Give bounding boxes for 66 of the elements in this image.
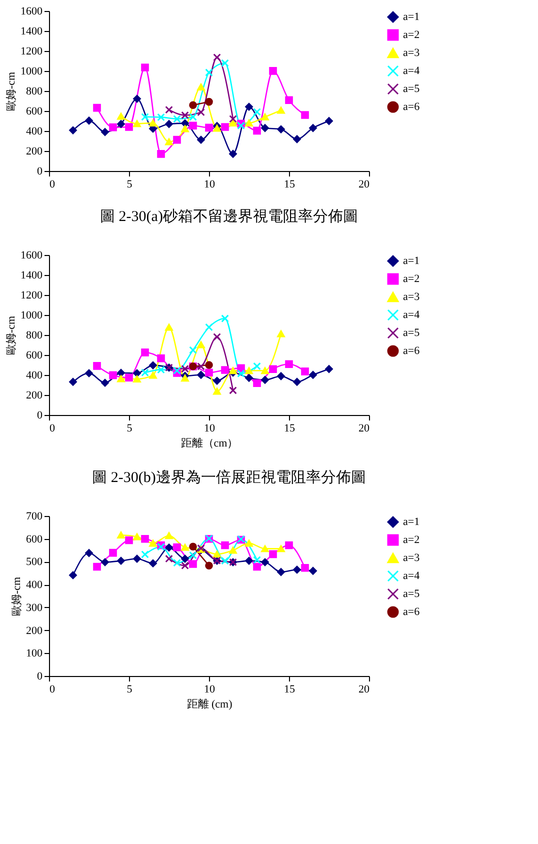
y-tick-label: 0 xyxy=(37,670,43,682)
legend-label: a=4 xyxy=(403,309,420,321)
legend-label: a=2 xyxy=(403,29,420,41)
legend-label: a=5 xyxy=(403,327,420,339)
y-tick-label: 1600 xyxy=(20,250,43,262)
y-tick-label: 600 xyxy=(26,106,43,118)
y-tick-label: 1000 xyxy=(20,310,43,322)
y-tick-label: 1200 xyxy=(20,290,43,302)
y-tick-label: 400 xyxy=(26,370,43,382)
legend-label: a=4 xyxy=(403,570,420,582)
y-tick-label: 800 xyxy=(26,330,43,342)
x-tick-label: 20 xyxy=(358,684,370,696)
x-tick-label: 20 xyxy=(358,178,370,190)
x-tick-label: 15 xyxy=(284,178,296,190)
x-tick-label: 20 xyxy=(358,422,370,434)
x-axis-title: 距離（cm） xyxy=(180,438,238,450)
y-tick-label: 700 xyxy=(26,510,43,522)
legend-label: a=3 xyxy=(403,291,420,303)
x-tick-label: 0 xyxy=(50,178,56,190)
legend-label: a=1 xyxy=(403,255,420,267)
x-axis-title: 距離 (cm) xyxy=(186,698,233,710)
y-tick-label: 300 xyxy=(26,602,43,614)
legend-label: a=5 xyxy=(403,83,420,95)
y-tick-label: 1200 xyxy=(20,46,43,58)
y-axis-title: 歐姆-cm xyxy=(6,72,18,112)
y-tick-label: 1600 xyxy=(20,6,43,18)
y-tick-label: 0 xyxy=(37,166,43,178)
x-tick-label: 10 xyxy=(204,422,216,434)
legend-label: a=2 xyxy=(403,273,420,285)
x-tick-label: 5 xyxy=(126,178,133,190)
x-tick-label: 15 xyxy=(284,684,296,696)
y-tick-label: 0 xyxy=(37,410,43,422)
y-tick-label: 600 xyxy=(26,350,43,362)
y-tick-label: 400 xyxy=(26,579,43,592)
y-tick-label: 1400 xyxy=(20,270,43,282)
y-tick-label: 400 xyxy=(26,126,43,138)
x-tick-label: 5 xyxy=(126,422,133,434)
legend-label: a=6 xyxy=(403,606,420,618)
y-tick-label: 500 xyxy=(26,556,43,568)
x-tick-label: 10 xyxy=(204,684,216,696)
x-tick-label: 0 xyxy=(50,422,56,434)
x-tick-label: 10 xyxy=(204,178,216,190)
y-axis-title: 歐姆-cm xyxy=(6,316,18,356)
legend-label: a=6 xyxy=(403,345,420,357)
x-tick-label: 15 xyxy=(284,422,296,434)
caption: 圖 2-30(b)邊界為一倍展距視電阻率分佈圖 xyxy=(92,469,366,486)
y-tick-label: 600 xyxy=(26,533,43,546)
y-tick-label: 1400 xyxy=(20,26,43,38)
legend-label: a=1 xyxy=(403,516,420,528)
caption: 圖 2-30(a)砂箱不留邊界視電阻率分佈圖 xyxy=(100,208,358,225)
y-tick-label: 100 xyxy=(26,648,43,660)
legend-label: a=2 xyxy=(403,534,420,546)
x-tick-label: 5 xyxy=(126,684,133,696)
y-tick-label: 1000 xyxy=(20,66,43,78)
y-tick-label: 200 xyxy=(26,390,43,402)
y-tick-label: 200 xyxy=(26,624,43,637)
y-axis-title: 歐姆-cm xyxy=(11,576,23,616)
x-tick-label: 0 xyxy=(50,684,56,696)
legend-label: a=6 xyxy=(403,101,420,113)
legend-label: a=5 xyxy=(403,588,420,600)
legend-label: a=3 xyxy=(403,47,420,59)
y-tick-label: 200 xyxy=(26,146,43,158)
legend-label: a=4 xyxy=(403,65,420,77)
y-tick-label: 800 xyxy=(26,86,43,98)
legend-label: a=1 xyxy=(403,11,420,23)
legend-label: a=3 xyxy=(403,552,420,564)
